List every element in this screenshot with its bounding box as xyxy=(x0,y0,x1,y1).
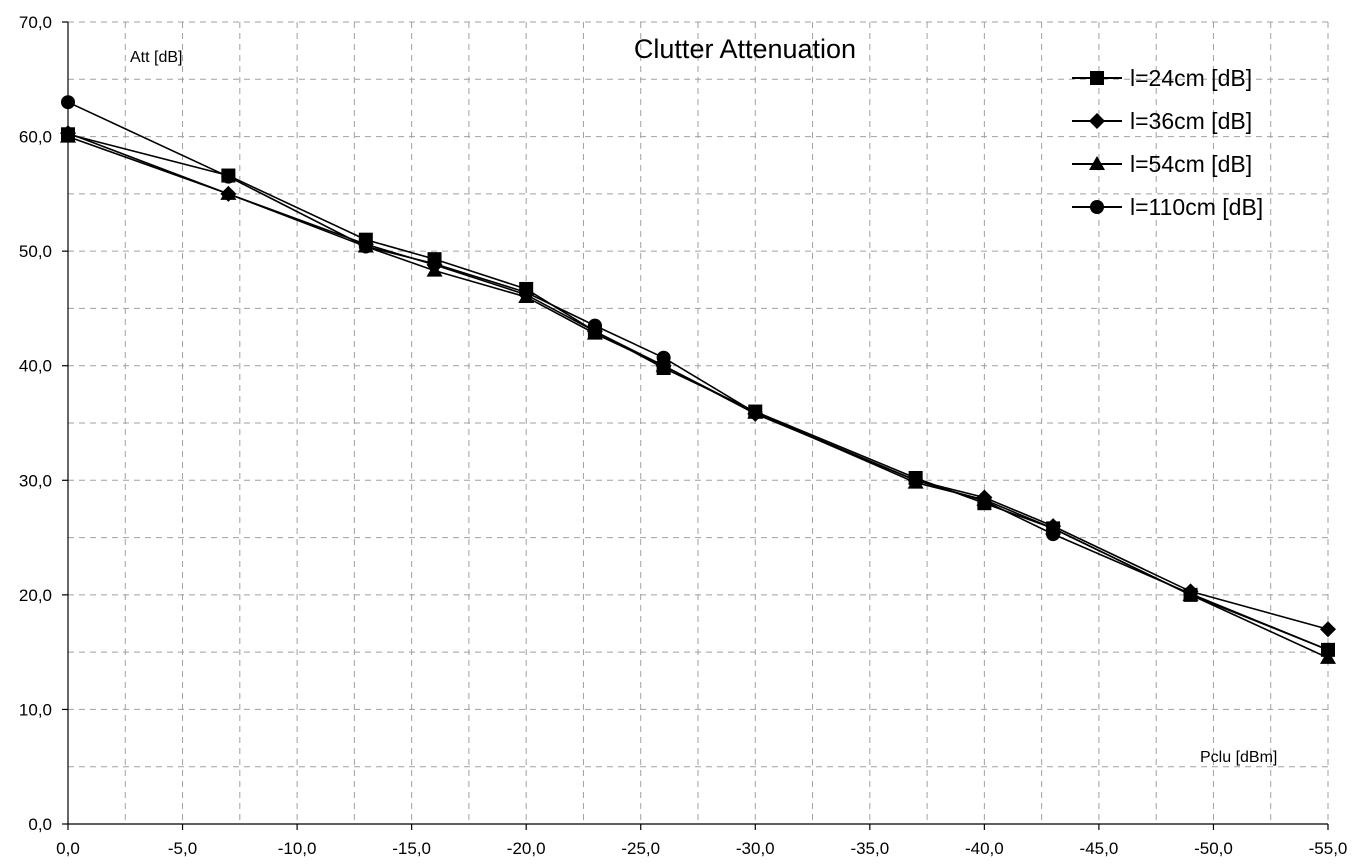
legend-entry-diamond: l=36cm [dB] xyxy=(1072,108,1252,134)
legend-label: l=110cm [dB] xyxy=(1130,194,1263,220)
data-point-circle xyxy=(61,95,75,110)
x-tick-label: -35,0 xyxy=(850,839,889,858)
y-tick-label: 30,0 xyxy=(19,471,52,490)
x-tick-label: -30,0 xyxy=(736,839,775,858)
y-tick-label: 20,0 xyxy=(19,586,52,605)
series-layer xyxy=(60,95,1336,664)
data-point-circle xyxy=(908,473,923,488)
legend: l=24cm [dB] l=36cm [dB] l=54cm [dB] l=110cm… xyxy=(1072,65,1263,220)
legend-entry-triangle: l=54cm [dB] xyxy=(1072,151,1252,177)
data-point-circle xyxy=(977,493,992,508)
legend-marker-square xyxy=(1090,71,1104,85)
series-circle xyxy=(61,95,1335,657)
data-point-triangle xyxy=(586,325,603,340)
y-tick-label: 40,0 xyxy=(19,357,52,376)
data-point-circle xyxy=(1183,586,1198,601)
x-tick-label: -20,0 xyxy=(507,839,546,858)
x-tick-label: -15,0 xyxy=(392,839,431,858)
legend-label: l=36cm [dB] xyxy=(1130,108,1252,134)
data-point-triangle xyxy=(655,357,672,372)
x-tick-label: -10,0 xyxy=(278,839,317,858)
legend-label: l=54cm [dB] xyxy=(1130,151,1252,177)
data-point-circle xyxy=(1321,642,1335,657)
axes xyxy=(62,21,1329,830)
x-tick-label: -5,0 xyxy=(168,839,197,858)
data-point-circle xyxy=(427,256,442,271)
y-tick-label: 70,0 xyxy=(19,13,52,32)
data-point-circle xyxy=(1046,527,1061,542)
legend-entry-circle: l=110cm [dB] xyxy=(1072,194,1263,220)
legend-marker-circle xyxy=(1090,200,1104,214)
legend-marker-triangle xyxy=(1089,156,1105,170)
y-axis-label: Att [dB] xyxy=(130,49,182,66)
data-point-circle xyxy=(656,350,671,365)
x-tick-label: -50,0 xyxy=(1194,839,1233,858)
legend-marker-diamond xyxy=(1089,113,1105,129)
x-tick-label: -55,0 xyxy=(1309,839,1348,858)
data-point-diamond xyxy=(1320,621,1336,638)
x-tick-label: -40,0 xyxy=(965,839,1004,858)
x-tick-label: -25,0 xyxy=(621,839,660,858)
data-point-triangle xyxy=(220,185,237,200)
x-axis-label: Pclu [dBm] xyxy=(1200,749,1277,766)
grid-lines xyxy=(68,21,1329,824)
data-point-triangle xyxy=(60,128,76,143)
y-tick-label: 10,0 xyxy=(19,700,52,719)
chart-title: Clutter Attenuation xyxy=(634,34,856,64)
y-tick-label: 60,0 xyxy=(19,128,52,147)
data-point-circle xyxy=(358,239,373,254)
legend-entry-square: l=24cm [dB] xyxy=(1072,65,1252,91)
data-point-circle xyxy=(221,169,236,184)
y-tick-label: 0,0 xyxy=(28,815,52,834)
data-point-circle xyxy=(748,405,763,420)
data-point-circle xyxy=(587,318,602,333)
data-point-circle xyxy=(519,285,534,300)
tick-labels: 0,0 10,0 20,0 30,0 40,0 50,0 60,0 70,0 0,0 -5,0 -1… xyxy=(19,13,1347,858)
y-tick-label: 50,0 xyxy=(19,242,52,261)
x-tick-label: -45,0 xyxy=(1080,839,1119,858)
data-point-triangle xyxy=(1320,649,1336,664)
legend-label: l=24cm [dB] xyxy=(1130,65,1252,91)
x-tick-label: 0,0 xyxy=(56,839,80,858)
